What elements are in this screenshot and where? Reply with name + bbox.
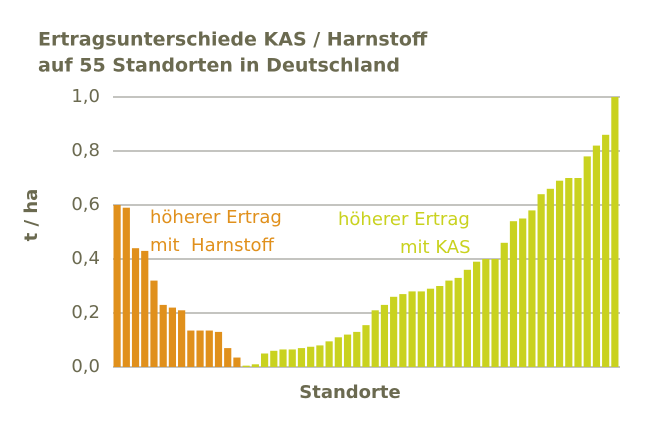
bar xyxy=(583,156,591,367)
bar xyxy=(279,349,287,367)
bar xyxy=(353,331,361,367)
bar xyxy=(334,337,342,367)
y-axis-label: t / ha xyxy=(21,189,42,242)
bar xyxy=(187,330,195,367)
bar xyxy=(500,242,508,367)
bar xyxy=(426,288,435,367)
bar xyxy=(233,357,241,367)
bar xyxy=(113,205,121,367)
bar xyxy=(224,348,232,367)
bar xyxy=(242,365,250,367)
bar xyxy=(555,180,564,367)
bar xyxy=(546,188,554,367)
bar xyxy=(297,348,306,367)
y-tick-label: 0,4 xyxy=(71,248,100,269)
annotation: mit KAS xyxy=(400,237,471,258)
y-tick-label: 0,8 xyxy=(71,140,100,161)
bar xyxy=(131,248,140,367)
bar xyxy=(270,350,278,367)
bar xyxy=(178,310,186,367)
bar xyxy=(196,330,204,367)
chart-title: auf 55 Standorten in Deutschland xyxy=(38,55,400,77)
bar xyxy=(611,97,619,367)
annotation: höherer Ertrag xyxy=(150,207,282,228)
bar xyxy=(436,286,444,367)
bar xyxy=(445,280,453,367)
bar xyxy=(168,307,176,367)
bar xyxy=(214,331,223,367)
y-tick-label: 1,0 xyxy=(71,86,100,107)
bar xyxy=(491,259,499,367)
bar xyxy=(463,269,471,367)
bar xyxy=(251,364,259,367)
bar xyxy=(565,178,573,367)
bar xyxy=(380,304,389,367)
y-tick-label: 0,6 xyxy=(71,194,100,215)
bar xyxy=(362,325,370,367)
bar xyxy=(325,341,333,367)
bar xyxy=(307,346,315,367)
bar xyxy=(316,345,324,367)
bar xyxy=(288,349,296,367)
bar xyxy=(371,310,379,367)
x-axis-label: Standorte xyxy=(299,382,400,403)
bar xyxy=(150,280,158,367)
bar xyxy=(260,353,269,367)
annotation: höherer Ertrag xyxy=(338,209,470,230)
bar xyxy=(509,221,518,367)
bar xyxy=(537,194,545,367)
bar xyxy=(122,207,130,367)
bar xyxy=(473,261,481,367)
bar xyxy=(399,294,407,367)
bar xyxy=(454,277,462,367)
bar xyxy=(141,250,149,367)
annotation: mit Harnstoff xyxy=(150,235,275,256)
chart-title: Ertragsunterschiede KAS / Harnstoff xyxy=(38,29,428,51)
bar xyxy=(390,296,398,367)
bar xyxy=(528,210,536,367)
bar xyxy=(343,334,352,367)
bar xyxy=(205,330,213,367)
y-tick-label: 0,0 xyxy=(71,356,100,377)
bar xyxy=(417,291,425,367)
bar xyxy=(602,134,610,367)
bar xyxy=(592,145,601,367)
bar xyxy=(482,259,490,367)
bar xyxy=(159,304,167,367)
bar xyxy=(574,178,582,367)
bar xyxy=(519,218,527,367)
bar xyxy=(408,291,416,367)
y-tick-label: 0,2 xyxy=(71,302,100,323)
